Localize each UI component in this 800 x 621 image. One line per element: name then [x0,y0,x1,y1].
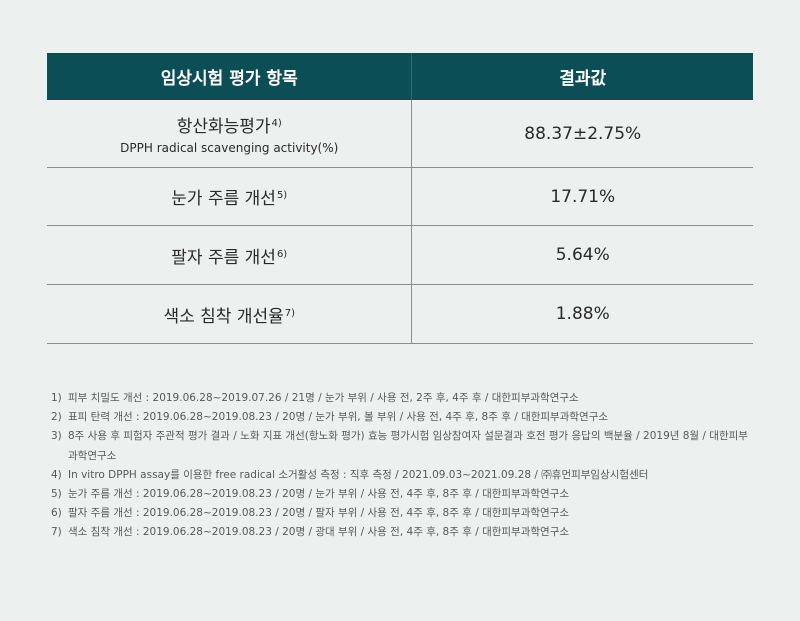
footnote-text: 팔자 주름 개선 : 2019.06.28~2019.08.23 / 20명 /… [68,507,570,520]
evaluation-item: 색소 침착 개선율7) [163,302,295,327]
footnote-ref: 7) [284,307,296,319]
footnote-text: In vitro DPPH assay를 이용한 free radical 소거… [68,468,649,481]
item-label: 눈가 주름 개선 [171,189,276,209]
result-value: 5.64% [555,245,610,265]
header-evaluation-item: 임상시험 평가 항목 [47,53,413,100]
footnote-text: 표피 탄력 개선 : 2019.06.28~2019.08.23 / 20명 /… [68,411,609,424]
footnote-item: 2) 표피 탄력 개선 : 2019.06.28~2019.08.23 / 20명… [51,408,751,427]
footnote-item: 1) 피부 치밀도 개선 : 2019.06.28~2019.07.26 / 21… [51,389,751,408]
evaluation-item-cell: 색소 침착 개선율7) [47,285,413,343]
evaluation-item: 팔자 주름 개선6) [171,243,287,268]
footnote-item: 7) 색소 침착 개선 : 2019.06.28~2019.08.23 / 20명… [51,523,751,542]
footnote-number: 3) [51,430,62,443]
result-value: 17.71% [550,186,616,207]
footnote-number: 2) [51,411,62,424]
result-value: 88.37±2.75% [524,123,642,144]
table-row: 팔자 주름 개선6) 5.64% [47,225,753,284]
footnote-ref: 5) [276,190,288,201]
footnote-item: 3) 8주 사용 후 피험자 주관적 평가 결과 / 노화 지표 개선(항노화 평… [51,427,751,465]
footnote-ref: 4) [271,118,282,129]
result-value: 1.88% [555,304,610,324]
item-label: 항산화능평가 [176,117,271,137]
footnote-number: 7) [51,526,62,539]
item-label: 팔자 주름 개선 [171,247,276,268]
footnote-text: 피부 치밀도 개선 : 2019.06.28~2019.07.26 / 21명 … [68,392,579,404]
table-header: 임상시험 평가 항목 결과값 [47,53,753,100]
evaluation-item-cell: 항산화능평가4) DPPH radical scavenging activit… [47,100,413,167]
footnote-item: 5) 눈가 주름 개선 : 2019.06.28~2019.08.23 / 20명… [51,485,751,504]
evaluation-item-cell: 눈가 주름 개선5) [47,168,413,225]
results-table: 임상시험 평가 항목 결과값 항산화능평가4) DPPH radical sca… [47,53,753,344]
footnote-text: 색소 침착 개선 : 2019.06.28~2019.08.23 / 20명 /… [68,526,570,539]
evaluation-item: 눈가 주름 개선5) [171,184,287,209]
table-row: 항산화능평가4) DPPH radical scavenging activit… [47,100,753,167]
footnote-ref: 6) [276,248,288,260]
footnote-item: 4) In vitro DPPH assay를 이용한 free radical … [51,466,751,485]
footnote-text: 눈가 주름 개선 : 2019.06.28~2019.08.23 / 20명 /… [68,488,570,501]
table-row: 색소 침착 개선율7) 1.88% [47,284,753,343]
header-result-value: 결과값 [559,69,607,89]
table-row: 눈가 주름 개선5) 17.71% [47,167,753,225]
footnote-text: 8주 사용 후 피험자 주관적 평가 결과 / 노화 지표 개선(항노화 평가)… [68,430,748,462]
footnotes: 1) 피부 치밀도 개선 : 2019.06.28~2019.07.26 / 21… [51,389,751,543]
footnote-number: 5) [51,488,62,501]
item-subtitle: DPPH radical scavenging activity(%) [120,141,339,155]
item-label: 색소 침착 개선율 [163,306,284,327]
footnote-number: 4) [51,468,62,481]
evaluation-item-cell: 팔자 주름 개선6) [47,226,413,284]
evaluation-item: 항산화능평가4) [177,112,282,137]
footnote-item: 6) 팔자 주름 개선 : 2019.06.28~2019.08.23 / 20명… [51,504,751,523]
footnote-number: 6) [51,507,62,520]
footnote-number: 1) [51,392,62,404]
